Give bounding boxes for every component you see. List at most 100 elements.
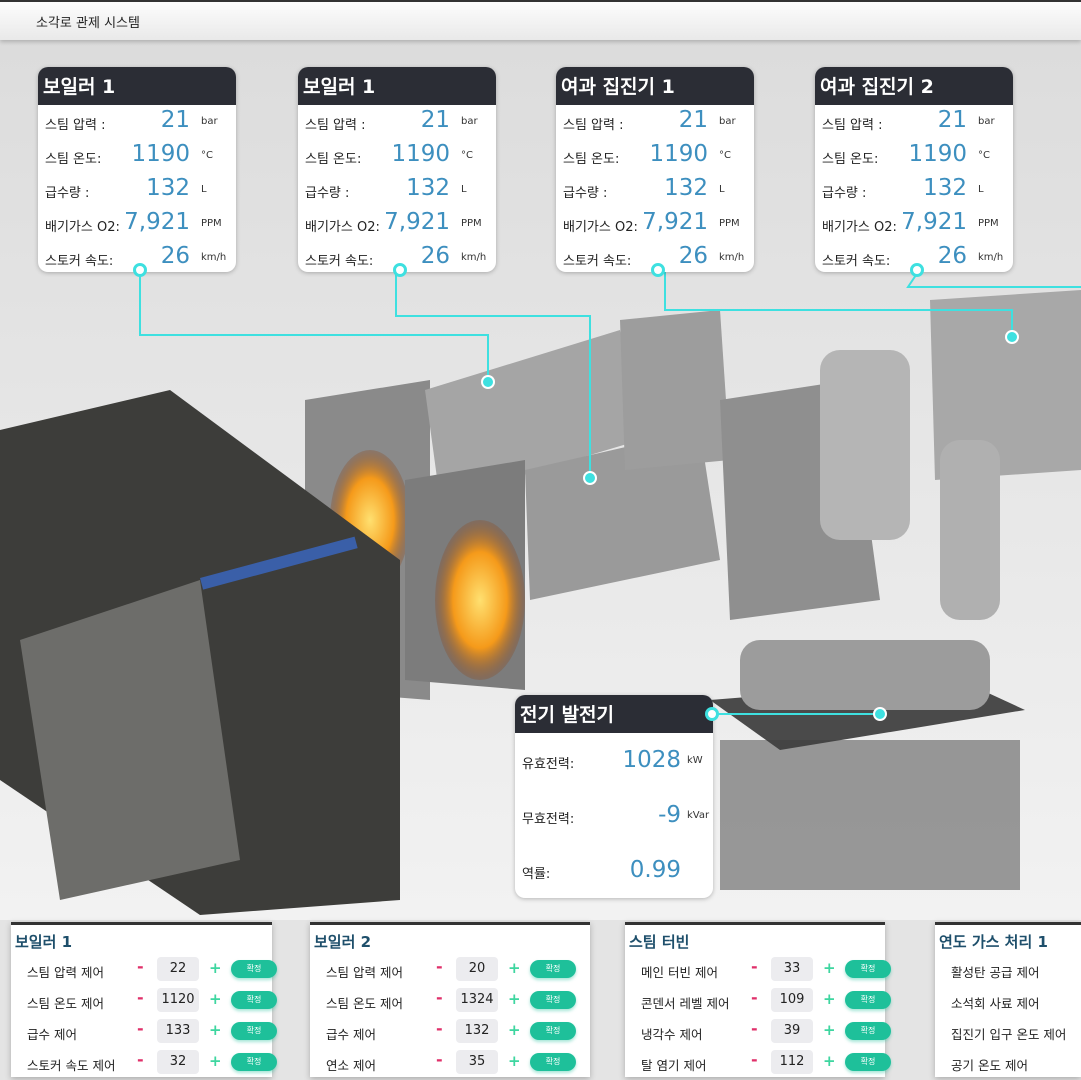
control-label: 소석회 사료 제어 [951,996,1040,1011]
decrement-button[interactable]: - [137,988,144,1007]
metric-unit: bar [461,116,478,127]
increment-button[interactable]: + [823,1021,836,1039]
metric-label: 스팀 압력 : [822,118,883,133]
metric-value: 1028 [622,747,681,773]
metric-label: 급수량 : [305,186,350,201]
decrement-button[interactable]: - [751,988,758,1007]
panel-title: 연도 가스 처리 1 [939,933,1048,951]
increment-button[interactable]: + [508,1052,521,1070]
metric-label: 급수량 : [822,186,867,201]
confirm-button[interactable]: 확정 [231,960,277,978]
confirm-button[interactable]: 확정 [845,1053,891,1071]
metric-label: 스토커 속도: [305,254,374,269]
decrement-button[interactable]: - [436,957,443,976]
value-input[interactable]: 22 [157,957,199,981]
control-row: 스팀 압력 제어 -20 + 확정 [326,957,586,983]
metric-row: 스토커 속도: 26 km/h [556,241,754,272]
value-input[interactable]: 1120 [157,988,199,1012]
value-input[interactable]: 20 [456,957,498,981]
confirm-button[interactable]: 확정 [845,1022,891,1040]
increment-button[interactable]: + [209,959,222,977]
connector-node[interactable] [393,263,407,277]
decrement-button[interactable]: - [436,1019,443,1038]
metric-value: 1190 [908,141,967,167]
metric-unit: °C [461,150,473,161]
confirm-button[interactable]: 확정 [530,1053,576,1071]
increment-button[interactable]: + [823,990,836,1008]
value-input[interactable]: 109 [771,988,813,1012]
metric-unit: bar [719,116,736,127]
metric-value: 26 [678,243,708,269]
confirm-button[interactable]: 확정 [845,960,891,978]
increment-button[interactable]: + [823,959,836,977]
decrement-button[interactable]: - [751,957,758,976]
metric-unit: L [719,184,725,195]
decrement-button[interactable]: - [436,988,443,1007]
decrement-button[interactable]: - [436,1050,443,1069]
confirm-button[interactable]: 확정 [530,960,576,978]
metric-unit: L [461,184,467,195]
metric-value: 132 [664,175,708,201]
value-input[interactable]: 133 [157,1019,199,1043]
value-input[interactable]: 112 [771,1050,813,1074]
metric-row: 유효전력: 1028 kW [515,733,713,788]
value-input[interactable]: 33 [771,957,813,981]
metric-label: 스토커 속도: [563,254,632,269]
status-card: 여과 집진기 1 스팀 압력 : 21 bar 스팀 온도: 1190 °C 급수량 : 132… [556,67,754,272]
increment-button[interactable]: + [508,990,521,1008]
decrement-button[interactable]: - [137,1050,144,1069]
boiler-2-model [405,430,720,690]
decrement-button[interactable]: - [751,1019,758,1038]
metric-row: 스팀 온도: 1190 °C [298,139,496,173]
decrement-button[interactable]: - [137,957,144,976]
value-input[interactable]: 1324 [456,988,498,1012]
metric-value: 21 [937,107,967,133]
value-input[interactable]: 32 [157,1050,199,1074]
connector-node[interactable] [133,263,147,277]
connector-node[interactable] [705,707,719,721]
control-row: 활성탄 공급 제어 [951,957,1081,983]
metric-label: 스팀 압력 : [45,118,106,133]
increment-button[interactable]: + [209,990,222,1008]
metric-label: 스팀 온도: [822,152,879,167]
increment-button[interactable]: + [508,1021,521,1039]
value-input[interactable]: 39 [771,1019,813,1043]
metric-label: 스팀 압력 : [305,118,366,133]
confirm-button[interactable]: 확정 [530,991,576,1009]
control-row: 급수 제어 -132 + 확정 [326,1019,586,1045]
card-title: 전기 발전기 [515,695,713,733]
card-title: 보일러 1 [298,67,496,105]
control-row: 공기 온도 제어 [951,1050,1081,1076]
control-row: 메인 터빈 제어 -33 + 확정 [641,957,901,983]
metric-value: 132 [406,175,450,201]
metric-label: 배기가스 O2: [822,220,897,235]
metric-row: 급수량 : 132 L [298,173,496,207]
metric-row: 스팀 압력 : 21 bar [38,105,236,139]
increment-button[interactable]: + [508,959,521,977]
metric-value: 0.99 [629,857,681,883]
decrement-button[interactable]: - [751,1050,758,1069]
metric-label: 스팀 온도: [45,152,102,167]
connector-node[interactable] [910,263,924,277]
value-input[interactable]: 132 [456,1019,498,1043]
metric-row: 스팀 압력 : 21 bar [815,105,1013,139]
value-input[interactable]: 35 [456,1050,498,1074]
confirm-button[interactable]: 확정 [231,1022,277,1040]
metric-row: 배기가스 O2: 7,921 PPM [298,207,496,241]
connector-node[interactable] [651,263,665,277]
decrement-button[interactable]: - [137,1019,144,1038]
metric-unit: L [201,184,207,195]
metric-unit: km/h [978,252,1004,263]
confirm-button[interactable]: 확정 [530,1022,576,1040]
panel-title: 스팀 터빈 [629,933,690,951]
increment-button[interactable]: + [823,1052,836,1070]
confirm-button[interactable]: 확정 [231,991,277,1009]
confirm-button[interactable]: 확정 [231,1053,277,1071]
metric-value: 7,921 [124,209,190,235]
increment-button[interactable]: + [209,1052,222,1070]
increment-button[interactable]: + [209,1021,222,1039]
control-label: 스팀 압력 제어 [27,965,104,980]
confirm-button[interactable]: 확정 [845,991,891,1009]
metric-label: 급수량 : [45,186,90,201]
panel-title: 보일러 1 [15,933,73,951]
